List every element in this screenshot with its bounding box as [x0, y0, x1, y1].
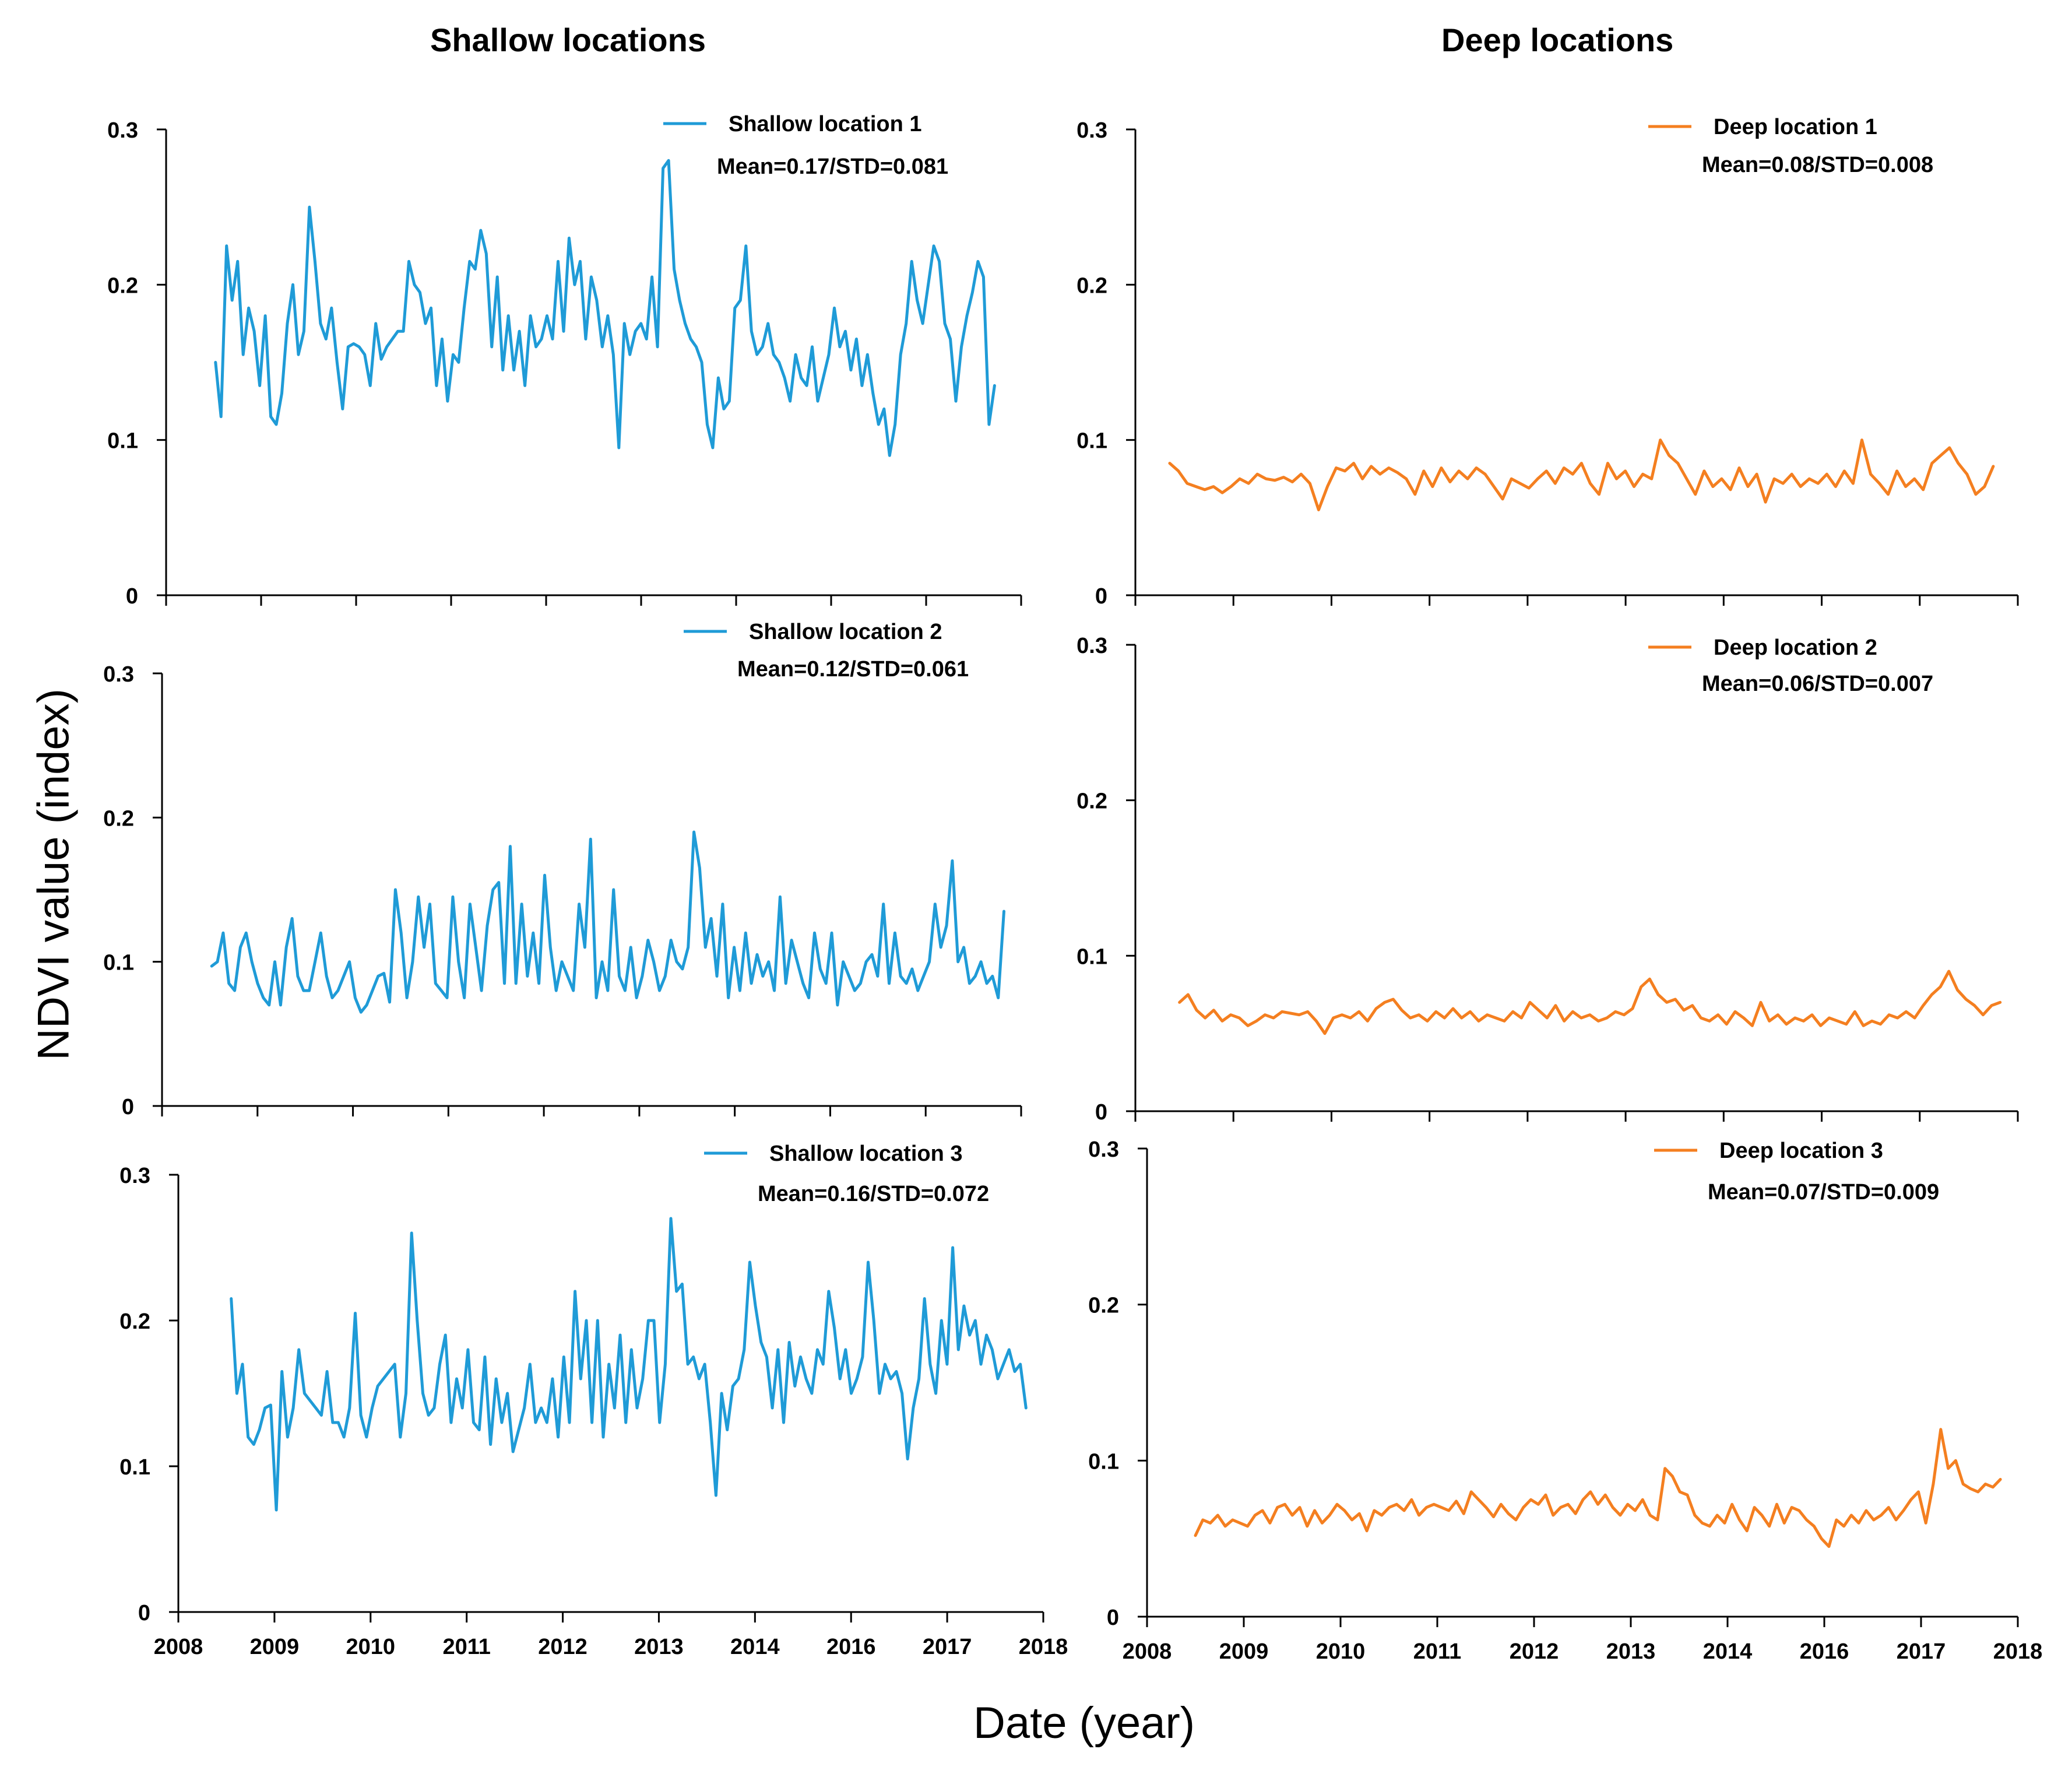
x-tick-label: 2012	[1510, 1639, 1559, 1664]
series-line	[1168, 438, 1995, 511]
y-tick-label: 0.1	[107, 429, 138, 454]
x-tick-label: 2010	[346, 1635, 396, 1659]
x-tick-label: 2013	[634, 1635, 684, 1659]
y-tick-label: 0	[1095, 1100, 1107, 1125]
legend-label: Deep location 2	[1714, 635, 1877, 660]
y-tick-label: 0	[1095, 584, 1107, 609]
x-tick-label: 2016	[1800, 1639, 1849, 1664]
x-tick-label: 2018	[1993, 1639, 2043, 1664]
y-tick-label: 0.3	[119, 1164, 150, 1188]
stats-annotation: Mean=0.07/STD=0.009	[1708, 1180, 1939, 1204]
x-tick-label: 2009	[1219, 1639, 1269, 1664]
x-axis-title: Date (year)	[973, 1698, 1195, 1748]
column-title-shallow: Shallow locations	[430, 22, 706, 58]
y-tick-label: 0.1	[103, 951, 134, 975]
x-tick-label: 2008	[1123, 1639, 1172, 1664]
panel-deep-1: 0 0.1 0.2 0.3 Deep location 1 Mean=0.08/STD=0…	[1077, 115, 2019, 609]
legend-label: Shallow location 2	[749, 620, 942, 644]
y-tick-label: 0.3	[1077, 118, 1107, 143]
x-tick-label: 2011	[1413, 1639, 1461, 1664]
panel-shallow-1: 0 0.1 0.2 0.3 Shallow location 1 Mean=0.17/ST…	[107, 112, 1022, 609]
stats-annotation: Mean=0.17/STD=0.081	[717, 154, 948, 179]
x-tick-label: 2010	[1316, 1639, 1366, 1664]
x-tick-label: 2014	[1703, 1639, 1753, 1664]
legend-label: Shallow location 1	[729, 112, 922, 136]
y-tick-label: 0.2	[1077, 273, 1107, 298]
y-tick-label: 0.2	[107, 273, 138, 298]
x-tick-label: 2014	[730, 1635, 780, 1659]
x-tick-label: 2017	[1897, 1639, 1946, 1664]
stats-annotation: Mean=0.16/STD=0.072	[758, 1182, 989, 1206]
y-tick-label: 0.1	[1077, 429, 1107, 454]
series-line	[210, 830, 1005, 1014]
x-tick-label: 2013	[1606, 1639, 1656, 1664]
stats-annotation: Mean=0.06/STD=0.007	[1702, 672, 1933, 696]
panel-shallow-2: 0 0.1 0.2 0.3 Shallow location 2 Mean=0.12/ST…	[103, 620, 1022, 1119]
y-tick-label: 0.3	[1088, 1137, 1119, 1162]
y-tick-label: 0.1	[1077, 944, 1107, 969]
x-tick-label: 2018	[1019, 1635, 1068, 1659]
x-tick-label: 2012	[538, 1635, 588, 1659]
panel-shallow-3: 0 0.1 0.2 0.3 2008 2009 2010 2011 2012 2013 2014 20…	[119, 1142, 1068, 1659]
x-tick-label: 2008	[154, 1635, 203, 1659]
y-tick-label: 0.1	[119, 1455, 150, 1480]
series-line	[1178, 970, 2002, 1035]
y-tick-label: 0.2	[119, 1309, 150, 1334]
x-tick-label: 2009	[250, 1635, 300, 1659]
y-tick-label: 0.1	[1088, 1449, 1119, 1474]
x-tick-label: 2017	[923, 1635, 972, 1659]
y-tick-label: 0.2	[1088, 1294, 1119, 1318]
y-tick-label: 0.3	[107, 118, 138, 143]
y-tick-label: 0	[1107, 1606, 1119, 1630]
stats-annotation: Mean=0.12/STD=0.061	[737, 657, 969, 682]
panel-deep-2: 0 0.1 0.2 0.3 Deep location 2 Mean=0.06/STD=0…	[1077, 634, 2019, 1125]
x-tick-label: 2016	[826, 1635, 876, 1659]
series-line	[1194, 1428, 2002, 1548]
y-tick-label: 0	[138, 1601, 150, 1625]
y-tick-label: 0.2	[1077, 789, 1107, 814]
y-axis-title: NDVI value (index)	[29, 689, 79, 1060]
stats-annotation: Mean=0.08/STD=0.008	[1702, 153, 1933, 177]
legend-label: Deep location 3	[1719, 1139, 1883, 1163]
column-title-deep: Deep locations	[1441, 22, 1674, 58]
series-line	[230, 1217, 1028, 1512]
x-tick-label: 2011	[442, 1635, 490, 1659]
y-tick-label: 0.3	[103, 662, 134, 687]
y-tick-label: 0	[126, 584, 138, 609]
legend-label: Shallow location 3	[769, 1142, 963, 1166]
series-line	[214, 159, 996, 457]
chart-panels: 0 0.1 0.2 0.3 Shallow location 1 Mean=0.17/ST…	[103, 112, 2042, 1664]
y-tick-label: 0.2	[103, 806, 134, 831]
y-tick-label: 0.3	[1077, 634, 1107, 658]
y-tick-label: 0	[122, 1095, 134, 1119]
legend-label: Deep location 1	[1714, 115, 1877, 139]
panel-deep-3: 0 0.1 0.2 0.3 2008 2009 2010 2011 2012 2013 2014 20…	[1088, 1137, 2042, 1664]
